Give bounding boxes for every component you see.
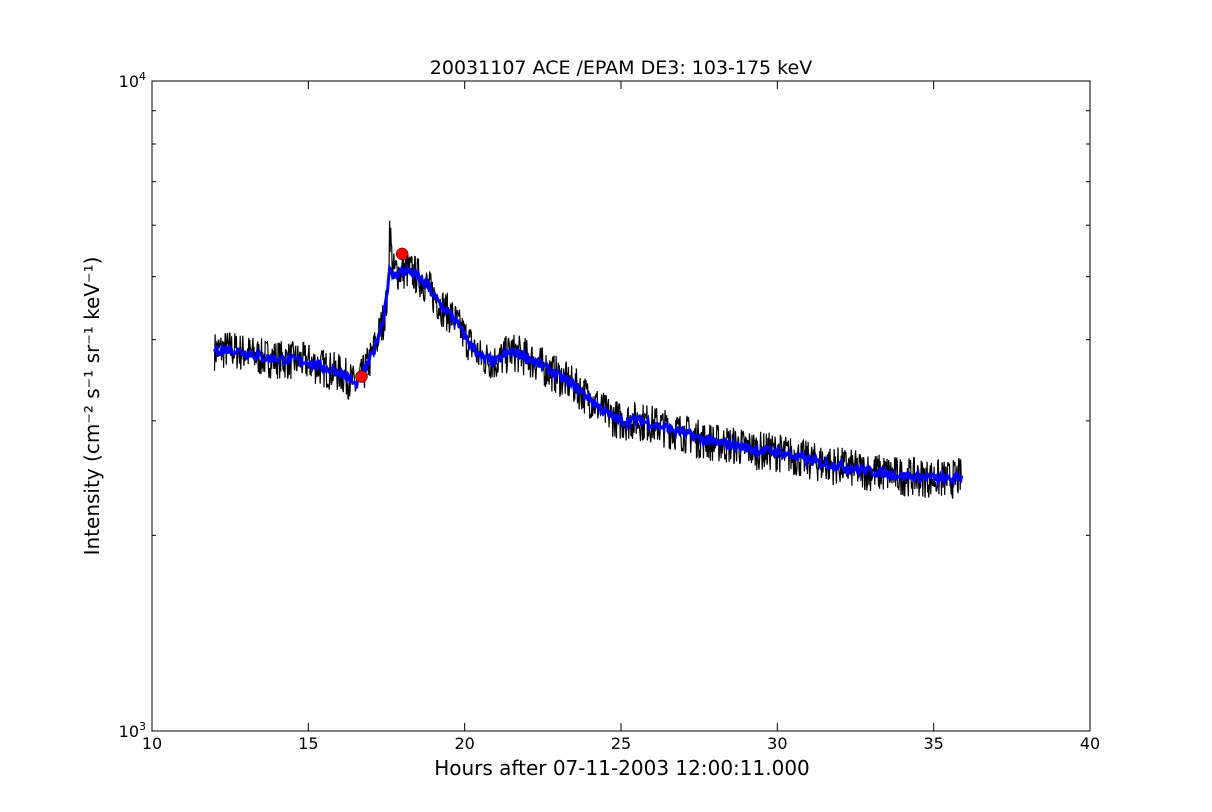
marker-series — [355, 247, 409, 383]
x-tick-label: 10 — [142, 734, 162, 753]
x-axis-ticks: 10 15 20 25 30 35 40 — [142, 81, 1100, 753]
x-tick-label: 35 — [923, 734, 943, 753]
plot-background — [152, 81, 1090, 731]
x-axis-label: Hours after 07-11-2003 12:00:11.000 — [434, 756, 810, 780]
x-tick-label: 40 — [1080, 734, 1100, 753]
chart-title: 20031107 ACE /EPAM DE3: 103-175 keV — [430, 57, 812, 79]
x-tick-label: 20 — [454, 734, 474, 753]
y-tick-label: 104 — [119, 70, 146, 91]
smoothed-series — [213, 263, 964, 489]
y-tick-label: 103 — [119, 720, 146, 741]
marker-point — [395, 247, 409, 261]
plot-area — [151, 80, 1091, 732]
x-tick-label: 25 — [611, 734, 631, 753]
x-tick-label: 30 — [767, 734, 787, 753]
marker-point — [355, 370, 368, 383]
smoothed-data-line — [213, 263, 964, 489]
x-tick-label: 15 — [298, 734, 318, 753]
y-axis-ticks: 103 104 — [119, 70, 1090, 741]
y-axis-label: Intensity (cm⁻² s⁻¹ sr⁻¹ keV⁻¹) — [80, 257, 104, 556]
